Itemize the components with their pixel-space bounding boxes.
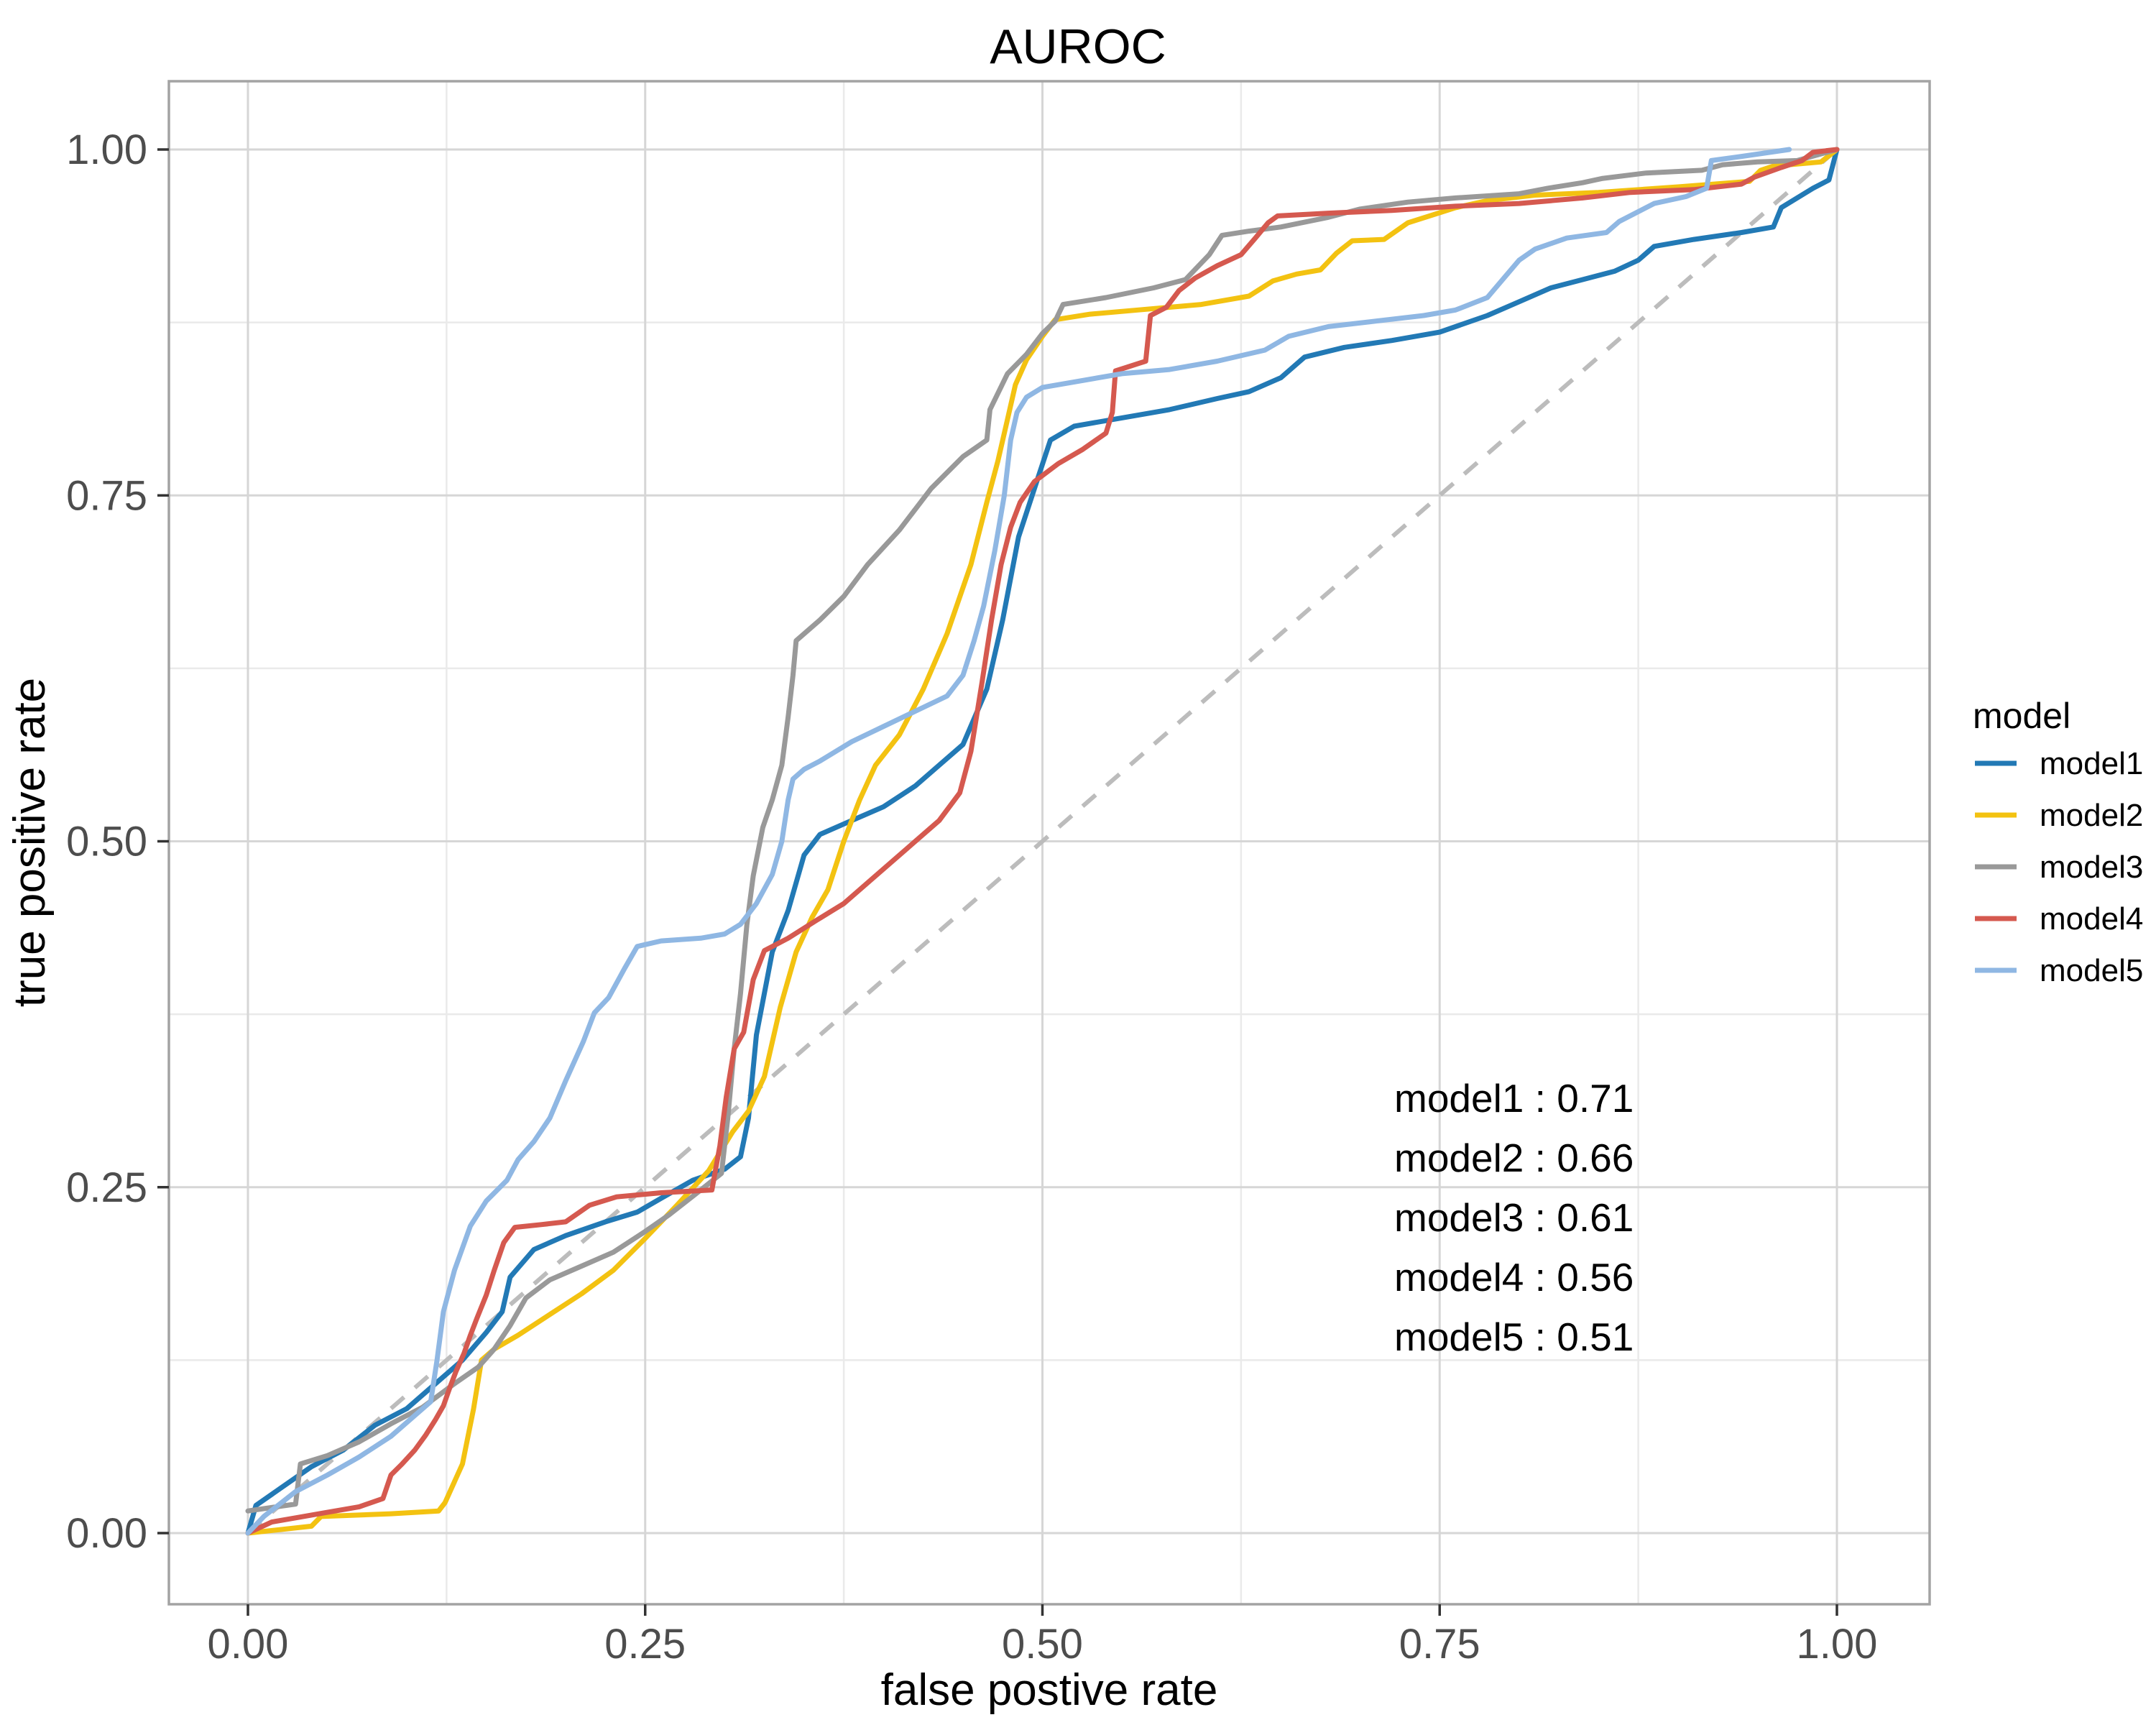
roc-curve-model1 (245, 147, 1840, 1536)
legend-label-model4: model4 (2040, 901, 2143, 937)
roc-curves (245, 147, 1840, 1536)
x-tick-label: 0.50 (1002, 1621, 1083, 1668)
axis-tick-marks (157, 148, 1838, 1616)
x-tick-label: 0.25 (604, 1621, 686, 1668)
roc-curve-model2 (245, 147, 1840, 1536)
auc-annotation-line: model5 : 0.51 (1394, 1315, 1634, 1359)
legend-label-model1: model1 (2040, 746, 2143, 781)
y-axis-title: true positive rate (5, 678, 55, 1007)
auc-annotations: model1 : 0.71 model2 : 0.66 model3 : 0.61 m… (1394, 1076, 1634, 1359)
legend-title: model (1973, 696, 2070, 736)
chance-diagonal-line (247, 147, 1838, 1535)
auc-annotation-line: model3 : 0.61 (1394, 1195, 1634, 1240)
y-axis-tick-labels: 0.00 0.25 0.50 0.75 1.00 (66, 126, 147, 1557)
legend-label-model3: model3 (2040, 850, 2143, 885)
legend-label-model5: model5 (2040, 953, 2143, 988)
y-tick-label: 1.00 (66, 126, 147, 173)
plot-panel-border (167, 80, 1931, 1606)
x-tick-label: 1.00 (1797, 1621, 1878, 1668)
x-axis-tick-labels: 0.00 0.25 0.50 0.75 1.00 (208, 1621, 1878, 1668)
legend-label-model2: model2 (2040, 798, 2143, 833)
roc-curve-model3 (245, 147, 1840, 1514)
y-tick-label: 0.25 (66, 1164, 147, 1211)
legend: model model1 model2 model3 model4 model5 (1973, 696, 2143, 988)
auc-annotation-line: model1 : 0.71 (1394, 1076, 1634, 1121)
legend-items: model1 model2 model3 model4 model5 (1975, 746, 2143, 988)
x-tick-label: 0.75 (1399, 1621, 1480, 1668)
x-axis-title: false postive rate (881, 1665, 1218, 1715)
diagonal-dashed-line (247, 147, 1838, 1535)
x-tick-label: 0.00 (208, 1621, 289, 1668)
auc-annotation-line: model4 : 0.56 (1394, 1255, 1634, 1300)
roc-curve-model5 (245, 147, 1792, 1536)
y-tick-label: 0.75 (66, 472, 147, 519)
y-tick-label: 0.50 (66, 819, 147, 865)
roc-curve-model4 (245, 147, 1840, 1536)
auc-annotation-line: model2 : 0.66 (1394, 1136, 1634, 1180)
y-tick-label: 0.00 (66, 1510, 147, 1557)
plot-title: AUROC (990, 19, 1166, 74)
